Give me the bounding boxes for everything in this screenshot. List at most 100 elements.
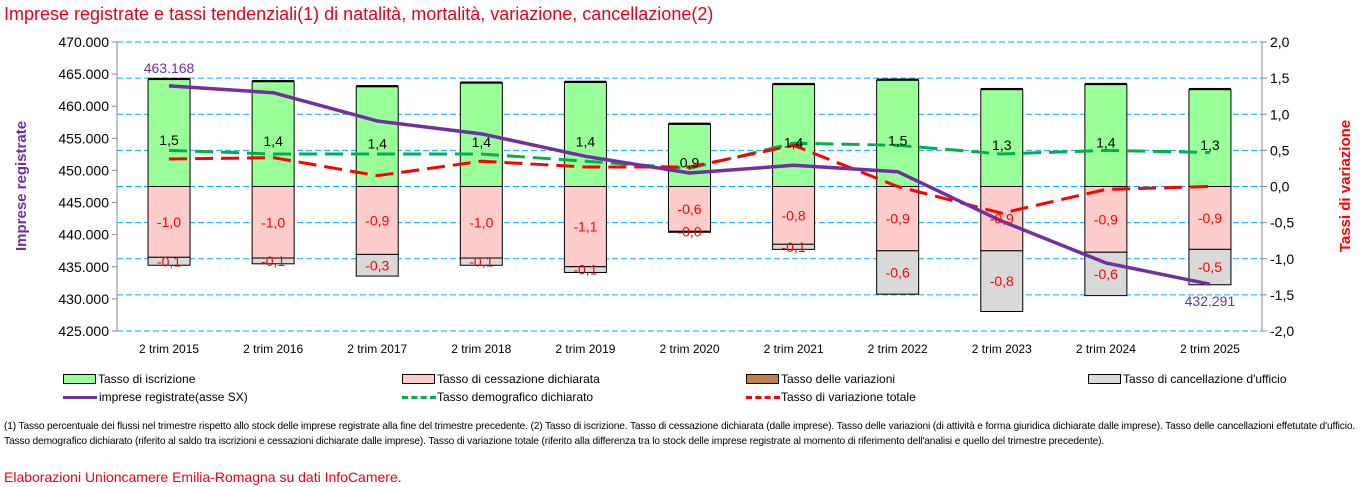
bar-cessazione (355, 186, 399, 255)
bar-label-iscrizione: 1,3 (1200, 137, 1220, 153)
bar-cessazione (668, 186, 711, 232)
bar-label-cessazione: -1,1 (573, 219, 597, 235)
bar-label-iscrizione: 1,3 (992, 137, 1012, 153)
right-tick-label: -1,5 (1270, 287, 1294, 303)
legend-label: Tasso di cancellazione d'ufficio (1123, 372, 1287, 386)
bar-label-cessazione: -0,9 (990, 211, 1014, 227)
bar-label-iscrizione: 1,4 (1096, 135, 1116, 151)
bar-label-iscrizione: 1,5 (159, 132, 179, 148)
bar-label-cessazione: -1,0 (469, 214, 493, 230)
bar-cessazione (147, 186, 191, 258)
x-tick-label: 2 trim 2023 (972, 342, 1032, 356)
bar-label-cancellazione: -0,6 (1094, 266, 1118, 282)
bar-cancellazione (147, 256, 191, 266)
bar-cessazione (1188, 186, 1232, 250)
x-tick-label: 2 trim 2024 (1076, 342, 1136, 356)
left-tick-label: 440.000 (58, 227, 109, 243)
bar-variazioni (980, 87, 1023, 90)
bar-label-cancellazione: -0,8 (990, 273, 1014, 289)
bar-variazioni (564, 80, 607, 83)
bar-label-cancellazione: -0,1 (573, 262, 597, 278)
right-tick-label: 0,5 (1270, 142, 1290, 158)
right-tick-label: 1,0 (1270, 106, 1290, 122)
right-axis-title: Tassi di variazione (1337, 120, 1354, 252)
bar-label-cessazione: -0,9 (1094, 211, 1118, 227)
left-tick-label: 455.000 (58, 130, 109, 146)
left-tick-label: 450.000 (58, 162, 109, 178)
bar-iscrizione (147, 79, 191, 187)
bar-cancellazione (1084, 251, 1128, 297)
bar-cancellazione (1188, 248, 1232, 286)
bar-label-iscrizione: 1,4 (576, 133, 596, 149)
x-tick-label: 2 trim 2020 (659, 342, 719, 356)
legend-swatch-iscrizione (63, 374, 96, 384)
footnote: (1) Tasso percentuale dei flussi nel tri… (4, 421, 1356, 447)
bar-label-iscrizione: 1,4 (367, 136, 387, 152)
bar-variazioni (356, 85, 399, 88)
bar-label-cancellazione: -0,1 (782, 239, 806, 255)
left-axis-title: Imprese registrate (13, 121, 30, 251)
bar-variazioni (1084, 82, 1127, 85)
bar-variazioni (460, 81, 503, 84)
bar-label-cancellazione: -0,3 (365, 257, 389, 273)
bar-variazioni (668, 122, 711, 125)
bar-label-cessazione: -1,0 (261, 214, 285, 230)
right-tick-label: 2,0 (1270, 34, 1290, 50)
x-tick-label: 2 trim 2021 (764, 342, 824, 356)
bar-cancellazione (459, 257, 503, 266)
left-tick-label: 425.000 (58, 323, 109, 339)
bar-variazioni (252, 80, 295, 83)
legend-swatch-variazioni (746, 374, 779, 384)
bar-label-cancellazione: -0,1 (261, 253, 285, 269)
left-tick-label: 435.000 (58, 259, 109, 275)
right-tick-label: -2,0 (1270, 323, 1294, 339)
bar-label-cancellazione: -0,5 (1198, 259, 1222, 275)
left-tick-label: 445.000 (58, 195, 109, 211)
x-tick-label: 2 trim 2025 (1180, 342, 1240, 356)
bar-iscrizione (563, 81, 607, 187)
legend-line-imprese (63, 396, 97, 399)
bar-label-cessazione: -0,8 (782, 207, 806, 223)
legend-label: Tasso di iscrizione (98, 372, 196, 386)
bar-variazioni (1188, 87, 1231, 90)
bar-cancellazione (563, 266, 607, 273)
legend-label: Tasso di variazione totale (781, 390, 916, 404)
x-tick-label: 2 trim 2022 (868, 342, 928, 356)
left-tick-label: 430.000 (58, 291, 109, 307)
bar-cancellazione (876, 250, 920, 295)
source-credit: Elaborazioni Unioncamere Emilia-Romagna … (4, 469, 402, 485)
bar-cessazione (563, 186, 607, 268)
legend-label: Tasso di cessazione dichiarata (437, 372, 600, 386)
point-label-first: 463.168 (144, 60, 195, 76)
bar-label-cancellazione: -0,6 (886, 264, 910, 280)
bar-label-cessazione: -0,9 (1198, 210, 1222, 226)
bar-cessazione (772, 186, 816, 245)
bar-iscrizione (668, 123, 711, 187)
x-tick-label: 2 trim 2019 (555, 342, 615, 356)
left-tick-label: 460.000 (58, 98, 109, 114)
legend-label: Tasso delle variazioni (781, 372, 896, 386)
bar-label-cessazione: -1,0 (157, 214, 181, 230)
legend-swatch-cancellazione (1088, 374, 1121, 384)
chart-title: Imprese registrate e tassi tendenziali(1… (4, 4, 714, 24)
chart-svg: 2,0 1,5 1,0 0,5 0,0 -0,5 -1,0 -1,5 -2,0 470.000 46… (13, 34, 1354, 356)
bar-label-iscrizione: 1,4 (472, 134, 492, 150)
bar-iscrizione (1084, 84, 1128, 187)
right-tick-label: -0,5 (1270, 215, 1294, 231)
x-tick-label: 2 trim 2015 (139, 342, 199, 356)
bar-cancellazione (772, 243, 816, 250)
bar-cessazione (1084, 186, 1128, 253)
bar-label-cancellazione: -0,1 (157, 253, 181, 269)
right-tick-label: 0,0 (1270, 179, 1290, 195)
bar-label-cessazione: -0,6 (677, 201, 701, 217)
bar-label-cancellazione: -0,0 (677, 224, 701, 240)
bar-cessazione (980, 186, 1024, 252)
right-tick-label: 1,5 (1270, 70, 1290, 86)
left-tick-label: 470.000 (58, 34, 109, 50)
bar-label-iscrizione: 1,4 (263, 133, 283, 149)
series-line-tasso-di-variazione-totale (169, 143, 1210, 215)
series-line-imprese-registrate-asse-sx- (168, 84, 1211, 286)
right-tick-label: -1,0 (1270, 251, 1294, 267)
legend-swatch-cessazione (402, 374, 435, 384)
